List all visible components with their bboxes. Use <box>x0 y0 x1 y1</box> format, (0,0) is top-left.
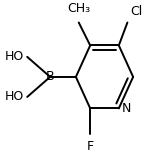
Text: HO: HO <box>5 90 24 103</box>
Text: HO: HO <box>5 50 24 63</box>
Text: Cl: Cl <box>130 5 142 18</box>
Text: CH₃: CH₃ <box>67 2 90 15</box>
Text: N: N <box>122 102 131 115</box>
Text: B: B <box>46 70 54 83</box>
Text: F: F <box>87 140 94 153</box>
